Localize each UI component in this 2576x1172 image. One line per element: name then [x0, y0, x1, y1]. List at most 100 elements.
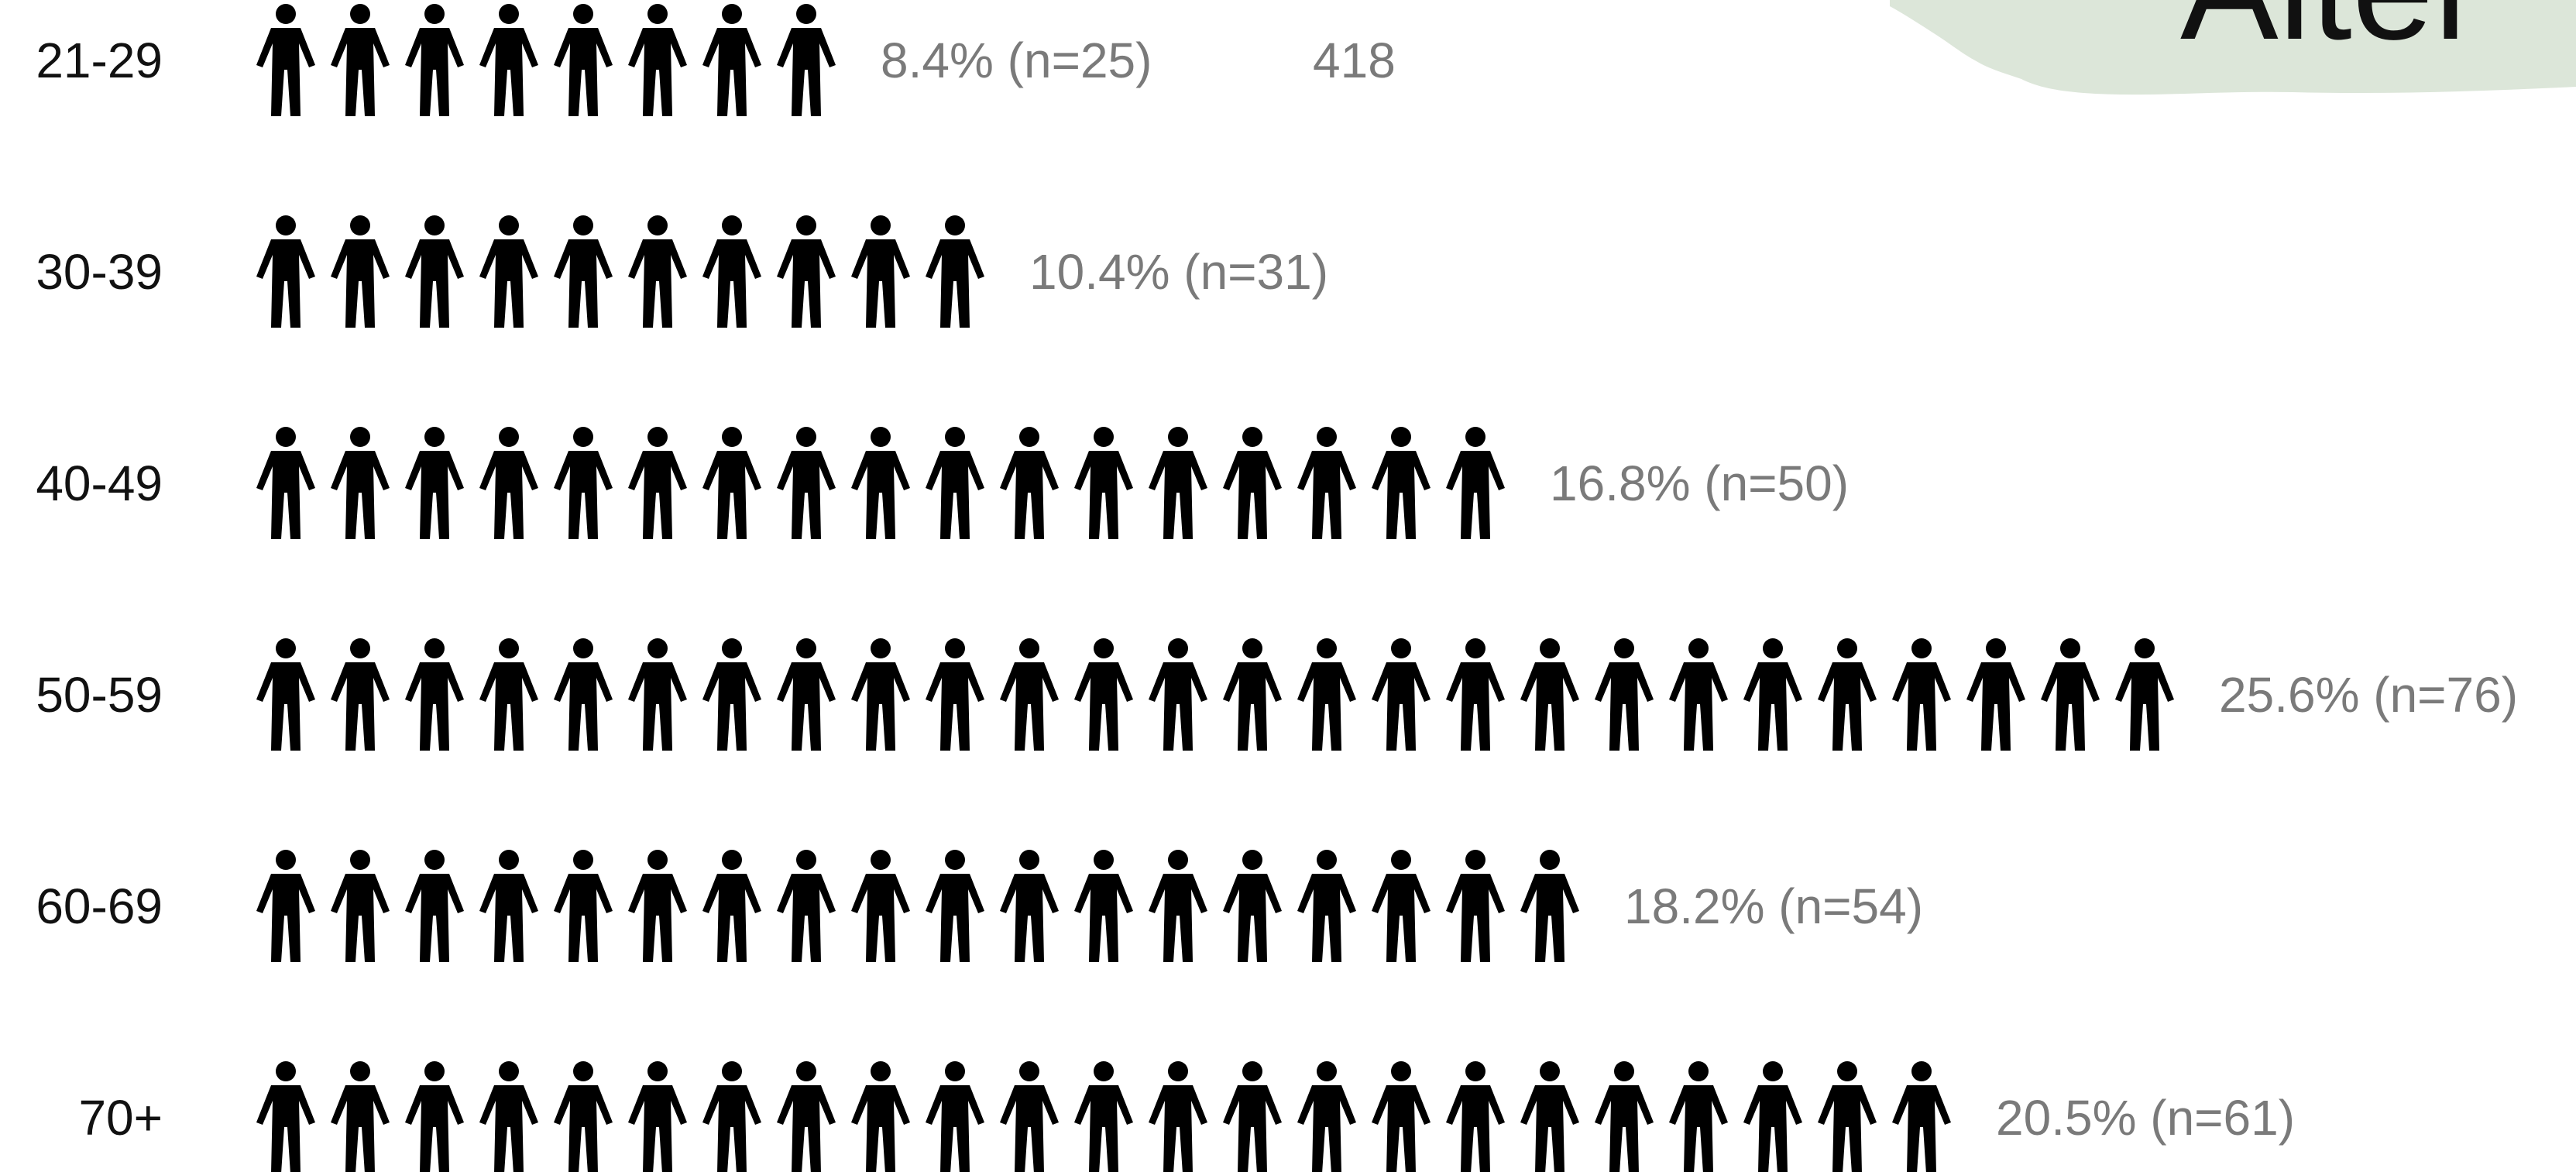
- person-icon: [1892, 1061, 1951, 1172]
- age-group-label: 40-49: [36, 455, 163, 511]
- value-label: 18.2% (n=54): [1624, 878, 1923, 934]
- person-icon: [1446, 850, 1505, 962]
- person-icon: [926, 1061, 984, 1172]
- person-icon: [1000, 1061, 1059, 1172]
- chart-row-70+: 70+ 20.5% (n=61): [78, 1061, 2295, 1172]
- person-icon: [256, 4, 315, 116]
- person-icon: [702, 427, 761, 539]
- person-icon: [1669, 1061, 1728, 1172]
- person-icon: [1743, 638, 1802, 751]
- person-icon: [256, 850, 315, 962]
- person-icon: [1074, 638, 1133, 751]
- person-icon: [331, 1061, 390, 1172]
- person-icon: [1223, 427, 1282, 539]
- person-icon: [554, 1061, 613, 1172]
- person-icon: [554, 638, 613, 751]
- person-icon: [479, 215, 538, 328]
- person-icon: [628, 1061, 687, 1172]
- person-icon: [851, 638, 910, 751]
- person-icon: [851, 215, 910, 328]
- value-label: 20.5% (n=61): [1996, 1090, 2295, 1146]
- chart-row-60-69: 60-69 18.2% (n=54): [36, 850, 1923, 962]
- person-icon: [1223, 638, 1282, 751]
- person-icon: [1223, 1061, 1282, 1172]
- person-icon: [1818, 1061, 1877, 1172]
- age-group-label: 70+: [78, 1090, 163, 1146]
- person-icon: [1149, 638, 1207, 751]
- person-icon: [1446, 1061, 1505, 1172]
- person-icon: [702, 638, 761, 751]
- person-icon: [1074, 850, 1133, 962]
- person-icon: [331, 427, 390, 539]
- person-icon: [926, 427, 984, 539]
- person-icon: [1520, 1061, 1579, 1172]
- person-icon: [479, 850, 538, 962]
- person-icon: [1446, 427, 1505, 539]
- person-icon: [405, 215, 464, 328]
- person-icon: [926, 638, 984, 751]
- person-icon: [331, 4, 390, 116]
- person-icon: [1669, 638, 1728, 751]
- chart-row-30-39: 30-39 10.4% (n=31): [36, 215, 1328, 328]
- value-label: 10.4% (n=31): [1029, 244, 1328, 300]
- person-icon: [405, 1061, 464, 1172]
- person-icon: [256, 427, 315, 539]
- person-icon: [331, 638, 390, 751]
- person-icon: [1372, 850, 1431, 962]
- brush-stroke-fray: [1935, 4, 2048, 69]
- person-icon: [1223, 850, 1282, 962]
- person-icon: [256, 1061, 315, 1172]
- person-icon: [628, 850, 687, 962]
- chart-row-40-49: 40-49 16.8% (n=50): [36, 427, 1849, 539]
- person-icon: [554, 427, 613, 539]
- person-icon: [702, 4, 761, 116]
- rows-layer: 21-29 8.4% (n=25) 30-39 10.4% (n=31) 40-49 16…: [36, 4, 2518, 1172]
- person-icon: [777, 638, 836, 751]
- person-icon: [1892, 638, 1951, 751]
- person-icon: [2041, 638, 2100, 751]
- person-icon: [331, 850, 390, 962]
- person-icon: [256, 215, 315, 328]
- person-icon: [777, 1061, 836, 1172]
- person-icon: [554, 4, 613, 116]
- person-icon: [1446, 638, 1505, 751]
- person-icon: [777, 4, 836, 116]
- person-icon: [1000, 427, 1059, 539]
- person-icon: [702, 1061, 761, 1172]
- person-icon: [2115, 638, 2174, 751]
- decorative-brush-blob: [1890, 0, 2576, 95]
- chart-row-21-29: 21-29 8.4% (n=25): [36, 4, 1152, 116]
- person-icon: [1372, 427, 1431, 539]
- person-icon: [554, 215, 613, 328]
- age-group-label: 60-69: [36, 878, 163, 934]
- person-icon: [1074, 427, 1133, 539]
- value-label: 8.4% (n=25): [881, 33, 1152, 88]
- person-icon: [1074, 1061, 1133, 1172]
- age-group-label: 21-29: [36, 33, 163, 88]
- person-icon: [1372, 638, 1431, 751]
- person-icon: [1149, 850, 1207, 962]
- person-icon: [851, 427, 910, 539]
- person-icon: [405, 850, 464, 962]
- person-icon: [702, 850, 761, 962]
- value-label: 16.8% (n=50): [1550, 455, 1849, 511]
- age-group-label: 50-59: [36, 667, 163, 723]
- person-icon: [1520, 638, 1579, 751]
- person-icon: [851, 1061, 910, 1172]
- person-icon: [1297, 427, 1356, 539]
- person-icon: [1520, 850, 1579, 962]
- page-title: Alter: [2180, 0, 2483, 62]
- person-icon: [405, 638, 464, 751]
- person-icon: [1595, 638, 1654, 751]
- person-icon: [702, 215, 761, 328]
- person-icon: [777, 427, 836, 539]
- person-icon: [926, 850, 984, 962]
- person-icon: [1000, 850, 1059, 962]
- person-icon: [628, 215, 687, 328]
- person-icon: [1743, 1061, 1802, 1172]
- person-icon: [554, 850, 613, 962]
- person-icon: [777, 215, 836, 328]
- person-icon: [1966, 638, 2025, 751]
- person-icon: [777, 850, 836, 962]
